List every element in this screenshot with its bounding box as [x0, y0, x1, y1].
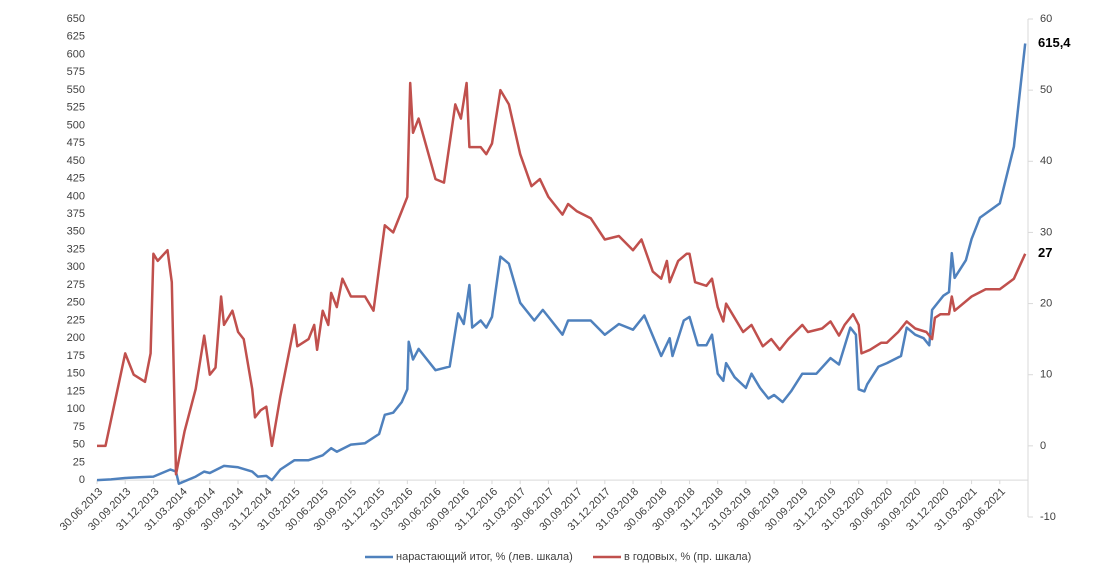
y2-tick-label: 10 — [1040, 369, 1052, 381]
y-tick-label: 325 — [67, 243, 85, 255]
y-tick-label: 250 — [67, 297, 85, 309]
y-tick-label: 625 — [67, 31, 85, 43]
y-tick-label: 0 — [79, 474, 85, 486]
y-tick-label: 500 — [67, 119, 85, 131]
y-tick-label: 475 — [67, 137, 85, 149]
y-tick-label: 75 — [73, 421, 85, 433]
legend-label: в годовых, % (пр. шкала) — [624, 551, 751, 563]
y-tick-label: 575 — [67, 66, 85, 78]
data-label: 615,4 — [1038, 35, 1071, 50]
y2-tick-label: 20 — [1040, 297, 1052, 309]
y-tick-label: 425 — [67, 173, 85, 185]
y2-tick-label: 40 — [1040, 155, 1052, 167]
y2-tick-label: 50 — [1040, 84, 1052, 96]
y-tick-label: 50 — [73, 439, 85, 451]
y-tick-label: 300 — [67, 261, 85, 273]
series-line — [96, 43, 1027, 485]
y-tick-label: 375 — [67, 208, 85, 220]
y2-tick-label: 60 — [1040, 13, 1052, 25]
y2-tick-label: 0 — [1040, 440, 1046, 452]
y2-tick-label: 30 — [1040, 226, 1052, 238]
y-tick-label: 200 — [67, 332, 85, 344]
y-tick-label: 100 — [67, 403, 85, 415]
y-tick-label: 450 — [67, 155, 85, 167]
y-tick-label: 125 — [67, 385, 85, 397]
y-tick-label: 25 — [73, 456, 85, 468]
y-tick-label: 175 — [67, 350, 85, 362]
legend-label: нарастающий итог, % (лев. шкала) — [396, 551, 573, 563]
y-tick-label: 650 — [67, 13, 85, 25]
y-tick-label: 600 — [67, 48, 85, 60]
series-line — [97, 81, 1027, 476]
y-tick-label: 350 — [67, 226, 85, 238]
data-label: 27 — [1038, 245, 1052, 260]
y-tick-label: 400 — [67, 190, 85, 202]
y-tick-label: 150 — [67, 368, 85, 380]
y-tick-label: 225 — [67, 314, 85, 326]
y-tick-label: 275 — [67, 279, 85, 291]
y-tick-label: 525 — [67, 102, 85, 114]
y-tick-label: 550 — [67, 84, 85, 96]
y2-tick-label: -10 — [1040, 511, 1056, 523]
